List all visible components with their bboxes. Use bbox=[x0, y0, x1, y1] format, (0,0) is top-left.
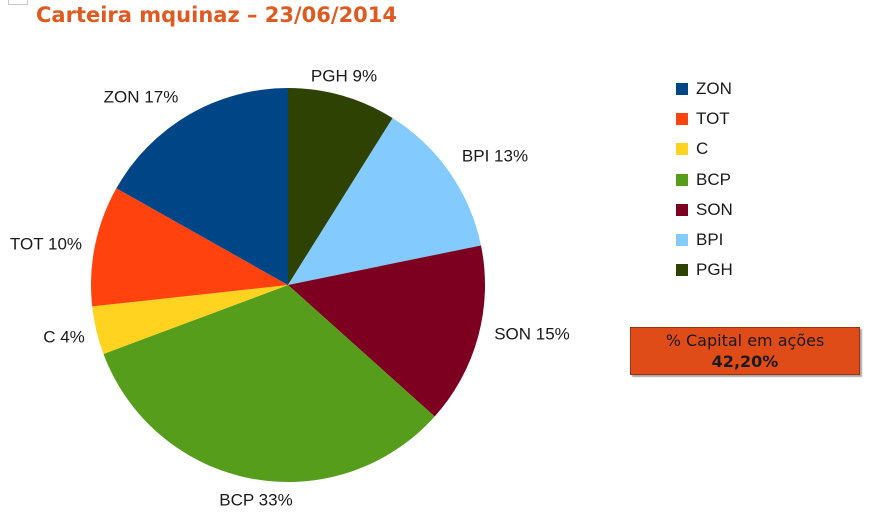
slice-label-zon: ZON 17% bbox=[104, 87, 179, 106]
slice-label-tot: TOT 10% bbox=[10, 234, 82, 253]
legend-item-pgh: PGH bbox=[676, 255, 733, 285]
pie-slice-pgh bbox=[288, 88, 393, 285]
legend-item-son: SON bbox=[676, 195, 733, 225]
legend-item-bpi: BPI bbox=[676, 225, 733, 255]
chart-legend: ZON TOT C BCP SON BPI PGH bbox=[676, 74, 733, 285]
pie-slice-bpi bbox=[288, 118, 481, 285]
pie-slice-zon bbox=[116, 88, 288, 285]
legend-label: PGH bbox=[696, 260, 733, 280]
legend-label: SON bbox=[696, 199, 733, 219]
legend-label: BCP bbox=[696, 169, 731, 189]
capital-value: 42,20% bbox=[711, 352, 779, 371]
legend-item-c: C bbox=[676, 134, 733, 164]
legend-item-zon: ZON bbox=[676, 74, 733, 104]
slice-label-bpi: BPI 13% bbox=[462, 146, 528, 165]
capital-label: % Capital em ações bbox=[665, 331, 825, 350]
slice-label-bcp: BCP 33% bbox=[219, 490, 292, 509]
legend-item-bcp: BCP bbox=[676, 165, 733, 195]
legend-swatch bbox=[676, 83, 688, 96]
pie-slice-c bbox=[92, 285, 288, 354]
pie-slice-son bbox=[288, 245, 486, 417]
pie-slice-bcp bbox=[103, 285, 435, 482]
slice-label-pgh: PGH 9% bbox=[311, 66, 377, 85]
slice-label-c: C 4% bbox=[43, 327, 85, 346]
capital-summary-box: % Capital em ações 42,20% bbox=[630, 327, 860, 375]
legend-item-tot: TOT bbox=[676, 104, 733, 134]
legend-label: ZON bbox=[696, 79, 732, 99]
legend-swatch bbox=[676, 203, 688, 216]
chart-title: Carteira mquinaz – 23/06/2014 bbox=[36, 3, 398, 27]
legend-swatch bbox=[676, 173, 688, 186]
legend-swatch bbox=[676, 264, 688, 277]
legend-label: C bbox=[696, 139, 709, 159]
legend-swatch bbox=[676, 113, 688, 126]
legend-label: TOT bbox=[696, 109, 730, 129]
legend-swatch bbox=[676, 234, 688, 247]
legend-swatch bbox=[676, 143, 688, 156]
legend-label: BPI bbox=[696, 230, 724, 250]
pie-slice-tot bbox=[91, 188, 288, 307]
slice-label-son: SON 15% bbox=[494, 324, 570, 343]
corner-mark bbox=[8, 0, 28, 5]
